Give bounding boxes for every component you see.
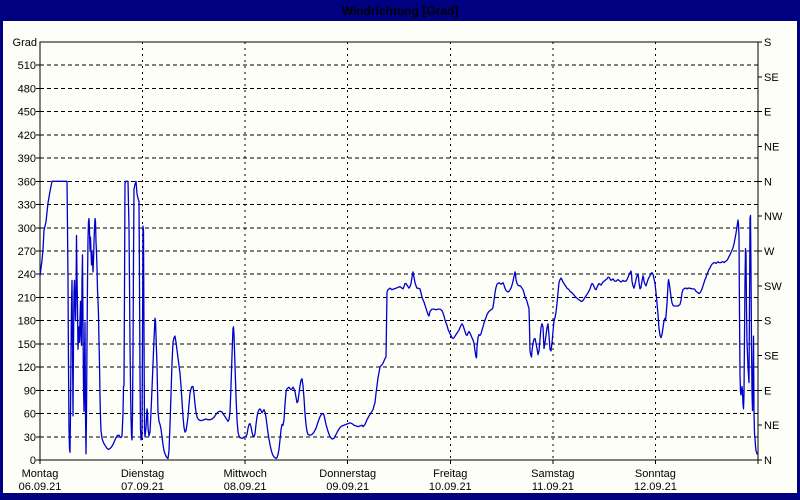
y-right-tick-label: S <box>764 316 771 328</box>
y-right-tick-label: SE <box>764 72 779 84</box>
x-day-name: Sonntag <box>635 468 676 480</box>
window-border-left <box>0 21 3 500</box>
x-day-date: 12.09.21 <box>634 481 677 493</box>
x-day-name: Mittwoch <box>223 468 266 480</box>
x-day-name: Samstag <box>531 468 574 480</box>
y-left-tick-label: 480 <box>18 83 36 95</box>
x-day-date: 06.09.21 <box>19 481 62 493</box>
x-day-name: Dienstag <box>121 468 164 480</box>
y-left-tick-label: 330 <box>18 200 36 212</box>
window-border-right <box>797 21 800 500</box>
y-axis-left-title: Grad <box>13 37 37 49</box>
y-left-tick-label: 360 <box>18 176 36 188</box>
y-left-tick-label: 240 <box>18 269 36 281</box>
y-left-tick-label: 510 <box>18 60 36 72</box>
series-layer <box>39 180 758 460</box>
x-day-date: 11.09.21 <box>532 481 574 493</box>
y-left-tick-label: 210 <box>18 292 36 304</box>
y-left-tick-label: 270 <box>18 246 36 258</box>
y-right-tick-label: E <box>764 385 771 397</box>
y-right-tick-label: S <box>764 37 771 49</box>
window-titlebar <box>0 0 800 21</box>
y-right-tick-label: E <box>764 107 771 119</box>
window-title: Windrichtung [Grad] <box>342 4 459 18</box>
axis-layer: Grad 0 30 60 90 120 150 180 210 240 270 300 330 360 39… <box>13 37 783 493</box>
y-left-tick-label: 420 <box>18 130 36 142</box>
y-right-tick-label: NE <box>764 142 779 154</box>
y-left-tick-label: 390 <box>18 153 36 165</box>
y-left-tick-label: 90 <box>24 385 36 397</box>
y-left-tick-label: 450 <box>18 107 36 119</box>
y-right-tick-label: NE <box>764 420 779 432</box>
y-left-tick-label: 120 <box>18 362 36 374</box>
y-left-tick-label: 60 <box>24 409 36 421</box>
y-right-tick-label: N <box>764 455 772 467</box>
y-left-tick-label: 30 <box>24 432 36 444</box>
x-day-date: 08.09.21 <box>224 481 267 493</box>
wind-direction-line <box>39 180 758 460</box>
x-day-name: Montag <box>22 468 59 480</box>
y-right-tick-label: N <box>764 176 772 188</box>
y-left-tick-label: 300 <box>18 223 36 235</box>
y-left-tick-label: 150 <box>18 339 36 351</box>
y-right-tick-label: SW <box>764 281 782 293</box>
y-left-tick-label: 0 <box>30 455 36 467</box>
y-right-tick-label: W <box>764 246 775 258</box>
y-left-tick-label: 180 <box>18 316 36 328</box>
x-day-date: 10.09.21 <box>429 481 472 493</box>
x-day-date: 09.09.21 <box>326 481 369 493</box>
y-right-tick-label: NW <box>764 211 783 223</box>
x-day-name: Donnerstag <box>319 468 376 480</box>
x-day-date: 07.09.21 <box>121 481 164 493</box>
window-border-bottom <box>0 493 800 500</box>
x-day-name: Freitag <box>433 468 467 480</box>
y-right-tick-label: SE <box>764 351 779 363</box>
grid-layer <box>40 42 758 460</box>
content-background <box>0 21 800 500</box>
